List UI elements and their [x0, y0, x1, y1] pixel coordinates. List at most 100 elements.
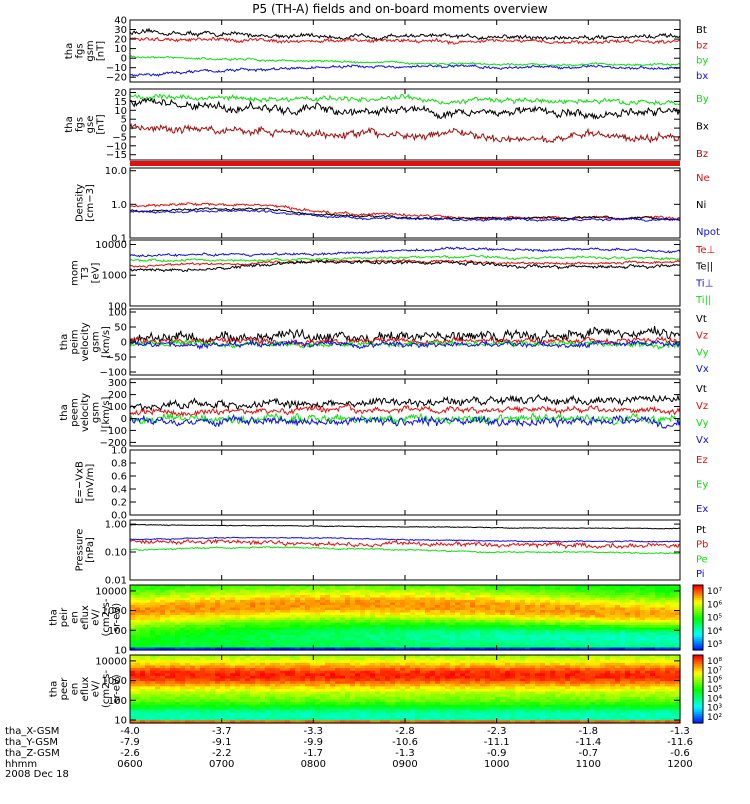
legend-peim-velocity-2: Vy [696, 347, 709, 358]
y-axis-label-line: tha [59, 334, 70, 350]
y-tick-label: 0.4 [111, 485, 127, 496]
y-tick-label: 50 [114, 323, 127, 334]
colorbar-tick-label: 10⁶ [707, 600, 722, 610]
y-axis-label-line: T3 [80, 267, 91, 280]
legend-fgs-gsm-1: bz [696, 40, 708, 51]
legend-fgs-gsm-2: by [696, 56, 708, 67]
legend-mom-temp-2: Ti⊥ [695, 278, 713, 289]
y-axis-label-pressure: Pressure[nPa] [75, 529, 97, 572]
y-tick-label: −15 [106, 150, 127, 161]
series-line-fgs-gsm-1 [130, 38, 680, 45]
y-axis-label-line: mom [70, 260, 81, 286]
panel-frame [130, 379, 680, 446]
y-axis-label-line: en [70, 611, 81, 624]
y-axis-label-line: [nT] [96, 114, 107, 134]
series-line-fgs-gsm-2 [130, 56, 680, 67]
y-axis-label-line: eV/ [91, 609, 102, 626]
y-axis-label-line: gsm [91, 402, 102, 423]
legend-peim-velocity-0: Vt [696, 314, 707, 325]
y-axis-label-line: tha [59, 404, 70, 420]
y-axis-label-line: Density [75, 184, 86, 222]
y-tick-label: 10.0 [105, 166, 127, 177]
y-tick-label: 1000 [102, 271, 127, 282]
y-axis-label-line: peim [70, 329, 81, 354]
legend-pressure-2: Pe [696, 554, 708, 565]
panel-peem-velocity: VtVzVyVx3002001000−100−200thapeemvelocit… [59, 378, 709, 449]
panels-group: Btbzbybx403020100−10−20thafgsgsm[nT]ByBx… [49, 16, 723, 727]
y-axis-label-line: [km/s] [101, 396, 112, 428]
series-line-fgs-gse-2 [130, 124, 680, 142]
y-tick-label: 300 [108, 378, 127, 389]
y-tick-label: 0 [121, 414, 127, 425]
legend-fgs-gse-0: By [696, 94, 709, 105]
y-axis-label-line: fgs [75, 43, 86, 58]
y-tick-label: 1.00 [105, 520, 127, 531]
legend-density-0: Ne [696, 173, 710, 184]
y-axis-label-fgs-gsm: thafgsgsm[nT] [64, 40, 107, 61]
y-tick-label: 10000 [95, 240, 127, 251]
y-tick-label: 10000 [95, 586, 127, 597]
y-axis-label-line: gse [85, 116, 96, 134]
y-axis-label-line: [eV] [91, 263, 102, 284]
y-axis-label-line: [nPa] [85, 537, 96, 563]
legend-mom-temp-0: Te⊥ [695, 245, 715, 256]
panel-peim-velocity: VtVzVyVx100500−50−100thapeimvelocitygsm[… [59, 308, 709, 379]
legend-peem-velocity-3: Vx [696, 435, 709, 446]
y-tick-label: 0.01 [105, 576, 127, 587]
series-line-fgs-gsm-3 [130, 65, 680, 76]
legend-pressure-1: Pb [696, 540, 708, 551]
legend-efield-0: Ez [696, 455, 708, 466]
legend-density-2: Npot [696, 227, 720, 238]
y-tick-label: 0.2 [111, 498, 127, 509]
y-tick-label: 100 [108, 308, 127, 319]
y-axis-label-efield: E=−VxB[mV/m] [75, 461, 97, 504]
date-label: 2008 Dec 18 [5, 769, 69, 780]
legend-efield-2: Ex [696, 504, 708, 515]
y-axis-label-line: tha [64, 43, 75, 59]
legend-peem-velocity-2: Vy [696, 418, 709, 429]
series-line-mom-temp-1 [130, 260, 680, 272]
y-tick-label: 1.0 [111, 200, 127, 211]
panel-peir-spectrogram: 10⁷10⁶10⁵10⁴10³10000100010010thapeirenef… [49, 585, 723, 657]
series-line-mom-temp-2 [130, 247, 680, 257]
y-axis-label-line: peem [70, 398, 81, 426]
y-axis-label-line: [km/s] [101, 326, 112, 358]
legend-mom-temp-1: Te|| [695, 262, 713, 273]
colorbar-tick-label: 10⁴ [707, 627, 722, 637]
y-tick-label: 0.10 [105, 548, 127, 559]
legend-fgs-gse-1: Bx [696, 122, 709, 133]
y-axis-label-line: tha [64, 116, 75, 132]
plot-title: P5 (TH-A) fields and on-board moments ov… [252, 2, 548, 16]
legend-peim-velocity-1: Vz [696, 331, 708, 342]
legend-fgs-gsm-3: bx [696, 71, 708, 82]
legend-efield-1: Ey [696, 480, 708, 491]
legend-pressure-0: Pt [696, 525, 706, 536]
y-axis-label-mom-temp: momT3[eV] [70, 260, 102, 286]
legend-fgs-gse-2: Bz [696, 149, 708, 160]
y-axis-label-fgs-gse: thafgsgse[nT] [64, 114, 107, 134]
y-axis-label-line: [nT] [96, 41, 107, 61]
y-tick-label: −20 [106, 73, 127, 84]
y-tick-label: 1.0 [111, 446, 127, 457]
series-line-peem-velocity-2 [130, 413, 680, 425]
y-axis-label-line: eflux [80, 605, 91, 630]
y-tick-label: 0 [121, 338, 127, 349]
y-axis-label-line: gsm [85, 40, 96, 61]
legend-mom-temp-3: Ti|| [695, 295, 711, 306]
legend-fgs-gsm-0: Bt [696, 25, 707, 36]
legend-peem-velocity-0: Vt [696, 384, 707, 395]
y-axis-label-peim-velocity: thapeimvelocitygsm[km/s] [59, 322, 112, 361]
y-axis-label-line: gsm [91, 331, 102, 352]
y-axis-label-line: velocity [80, 322, 91, 361]
colorbar-tick-label: 10⁵ [707, 614, 722, 624]
y-axis-label-peem-velocity: thapeemvelocitygsm[km/s] [59, 393, 112, 432]
y-axis-label-line: velocity [80, 393, 91, 432]
y-axis-label-line: tha [49, 609, 60, 625]
